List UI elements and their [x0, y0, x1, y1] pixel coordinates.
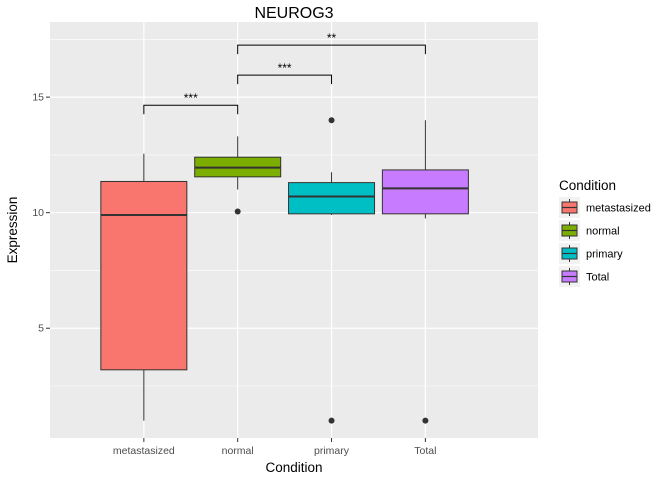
legend-item-normal: normal	[559, 220, 620, 241]
outlier-point	[328, 117, 335, 124]
legend-items: metastasized normal primary Total	[559, 197, 651, 287]
significance-bracket: **	[237, 31, 426, 55]
significance-label: ***	[278, 61, 292, 75]
legend-label: normal	[586, 226, 620, 238]
outlier-point	[328, 417, 335, 424]
significance-bracket: ***	[237, 61, 333, 85]
y-tick-label: 15	[32, 92, 44, 104]
significance-bracket: ***	[143, 91, 239, 115]
legend-label: primary	[586, 249, 623, 261]
legend: Condition metastasized normal primary Total	[559, 178, 651, 287]
outlier-point	[422, 417, 429, 424]
y-axis-title: Expression	[5, 197, 20, 264]
boxes	[100, 117, 469, 424]
x-tick-label: Total	[414, 445, 436, 457]
grid-lines	[50, 22, 538, 438]
bracket-line	[237, 44, 426, 55]
box-Total	[381, 120, 469, 424]
axes: 5 10 15 metastasized normal primary Total	[32, 92, 436, 457]
significance-label: **	[327, 31, 337, 45]
legend-label: metastasized	[586, 203, 651, 215]
legend-item-primary: primary	[559, 243, 623, 264]
box-metastasized	[100, 153, 188, 421]
box-body	[381, 169, 469, 215]
legend-item-Total: Total	[559, 266, 609, 287]
significance-label: ***	[184, 91, 198, 105]
significance-brackets: ********	[143, 31, 426, 115]
x-tick-label: normal	[222, 445, 254, 457]
x-tick-label: metastasized	[113, 445, 175, 457]
x-axis-title: Condition	[265, 460, 322, 475]
y-tick-label: 10	[32, 207, 44, 219]
legend-title: Condition	[559, 178, 616, 193]
outlier-point	[234, 208, 241, 215]
bracket-line	[237, 74, 333, 85]
y-tick-label: 5	[38, 323, 44, 335]
box-body	[100, 180, 188, 371]
chart-title: NEUROG3	[254, 5, 333, 22]
box-normal	[194, 136, 282, 215]
box-primary	[288, 117, 376, 424]
x-tick-label: primary	[314, 445, 350, 457]
bracket-line	[143, 104, 239, 115]
box-body	[288, 182, 376, 215]
legend-label: Total	[586, 272, 609, 284]
legend-item-metastasized: metastasized	[559, 197, 651, 218]
